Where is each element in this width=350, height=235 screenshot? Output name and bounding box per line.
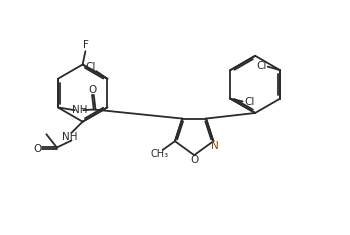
Text: O: O (34, 144, 42, 153)
Text: O: O (88, 85, 96, 95)
Text: Cl: Cl (244, 97, 254, 107)
Text: Cl: Cl (85, 62, 96, 72)
Text: O: O (190, 155, 198, 165)
Text: NH: NH (72, 105, 88, 115)
Text: N: N (211, 141, 219, 151)
Text: Cl: Cl (256, 61, 266, 70)
Text: NH: NH (62, 132, 77, 142)
Text: F: F (83, 40, 89, 50)
Text: CH₃: CH₃ (150, 149, 168, 159)
